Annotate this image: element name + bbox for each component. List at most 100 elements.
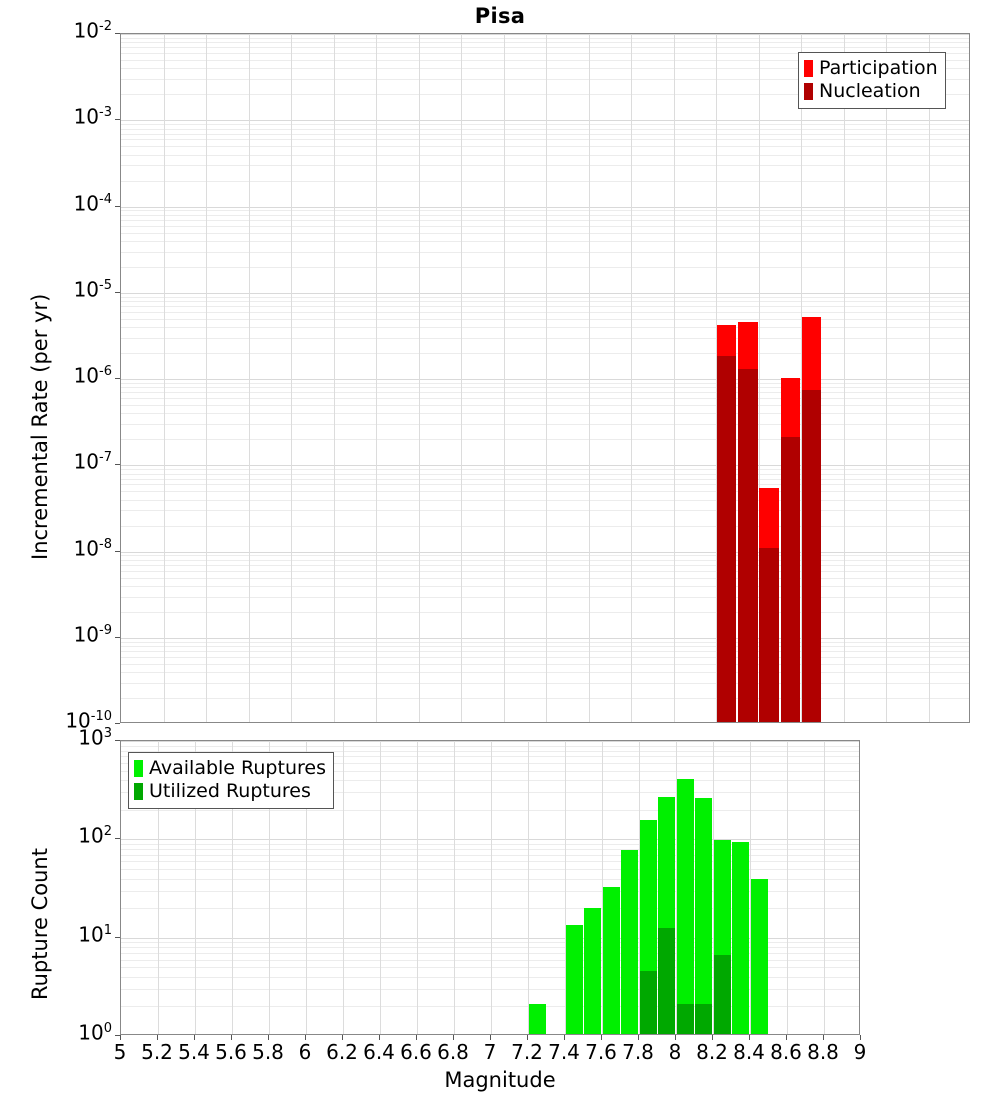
gridline-horizontal (121, 53, 969, 55)
gridline-vertical (750, 741, 751, 1034)
y-tick-mark (115, 636, 120, 638)
gridline-horizontal (121, 225, 969, 227)
top-y-tick-label: 10-3 (73, 104, 112, 129)
x-tick-label: 5.2 (141, 1040, 173, 1064)
gridline-horizontal (121, 180, 969, 182)
y-tick-mark (115, 1035, 120, 1036)
gridline-horizontal (121, 745, 859, 747)
gridline-vertical (454, 741, 455, 1034)
gridline-vertical (158, 741, 159, 1034)
gridline-horizontal (121, 327, 969, 329)
x-tick-mark (453, 1035, 454, 1040)
gridline-horizontal (121, 68, 969, 70)
gridline-vertical (206, 34, 207, 722)
gridline-horizontal (121, 353, 969, 354)
x-tick-mark (712, 1035, 713, 1040)
y-tick-mark (115, 291, 120, 293)
gridline-vertical (461, 34, 462, 722)
gridline-horizontal (121, 214, 969, 216)
gridline-vertical (343, 741, 344, 1034)
gridline-vertical (673, 34, 675, 722)
gridline-horizontal (121, 165, 969, 167)
top-y-tick-label: 10-2 (73, 18, 112, 43)
gridline-horizontal (121, 809, 859, 811)
gridline-horizontal (121, 128, 969, 130)
x-tick-mark (749, 1035, 750, 1040)
gridline-vertical (716, 34, 717, 722)
gridline-vertical (376, 34, 377, 722)
gridline-horizontal (121, 641, 969, 643)
bottom-y-tick-label: 101 (78, 922, 112, 947)
gridline-horizontal (121, 37, 969, 39)
gridline-horizontal (121, 861, 859, 863)
gridline-horizontal (121, 942, 859, 944)
top-panel-legend-entry: Participation (804, 57, 938, 80)
bottom-panel-y-axis-title: Rupture Count (28, 848, 52, 1000)
gridline-vertical (787, 741, 788, 1034)
gridline-horizontal (121, 146, 969, 148)
x-tick-label: 6.6 (400, 1040, 432, 1064)
gridline-horizontal (121, 266, 969, 268)
x-tick-mark (305, 1035, 306, 1040)
gridline-horizontal (121, 890, 859, 892)
gridline-horizontal (121, 47, 969, 49)
x-tick-label: 7.4 (548, 1040, 580, 1064)
gridline-horizontal (121, 318, 969, 320)
y-tick-mark (115, 723, 120, 724)
gridline-horizontal (121, 206, 969, 208)
gridline-vertical (886, 34, 887, 722)
top-y-tick-label: 10-9 (73, 622, 112, 647)
gridline-horizontal (121, 465, 969, 467)
gridline-vertical (758, 34, 760, 722)
page-title: Pisa (474, 4, 526, 28)
x-tick-label: 6.4 (363, 1040, 395, 1064)
gridline-horizontal (121, 439, 969, 441)
top-y-tick-label: 10-6 (73, 363, 112, 388)
gridline-vertical (232, 741, 233, 1034)
gridline-horizontal (121, 682, 969, 684)
gridline-horizontal (121, 564, 969, 566)
gridline-horizontal (121, 379, 969, 380)
gridline-vertical (528, 741, 529, 1034)
gridline-horizontal (121, 219, 969, 221)
gridline-horizontal (121, 337, 969, 339)
x-tick-mark (157, 1035, 158, 1040)
x-tick-label: 8.6 (770, 1040, 802, 1064)
gridline-horizontal (121, 868, 859, 870)
gridline-horizontal (121, 551, 969, 553)
gridline-horizontal (121, 611, 969, 613)
gridline-horizontal (121, 637, 969, 639)
legend-swatch-icon (134, 783, 143, 801)
top-y-tick-label: 10-5 (73, 277, 112, 302)
y-tick-mark (115, 838, 120, 840)
gridline-horizontal (121, 750, 859, 752)
top-y-tick-label: 10-7 (73, 449, 112, 474)
gridline-horizontal (121, 124, 969, 126)
bar-nucleation (780, 437, 801, 722)
top-y-tick-label: 10-8 (73, 536, 112, 561)
gridline-vertical (713, 741, 714, 1034)
bottom-plot-area (121, 741, 859, 1034)
legend-label: Available Ruptures (149, 757, 326, 779)
x-tick-mark (342, 1035, 343, 1040)
x-tick-mark (601, 1035, 602, 1040)
bottom-panel-legend-entry: Utilized Ruptures (134, 780, 326, 803)
top-panel-legend-entry: Nucleation (804, 80, 938, 103)
bar-available-ruptures (750, 878, 768, 1034)
bar-nucleation (759, 547, 779, 722)
y-tick-mark (115, 740, 120, 741)
x-tick-mark (564, 1035, 565, 1040)
gridline-vertical (163, 34, 165, 722)
x-tick-mark (490, 1035, 491, 1040)
gridline-horizontal (121, 79, 969, 81)
gridline-horizontal (121, 478, 969, 480)
gridline-horizontal (121, 499, 969, 501)
gridline-horizontal (121, 301, 969, 303)
bar-utilized-ruptures (658, 927, 676, 1034)
gridline-vertical (631, 34, 632, 722)
y-tick-mark (115, 550, 120, 552)
x-tick-mark (231, 1035, 232, 1040)
bar-utilized-ruptures (639, 970, 657, 1034)
gridline-horizontal (121, 792, 859, 794)
bottom-y-tick-label: 103 (78, 725, 112, 750)
